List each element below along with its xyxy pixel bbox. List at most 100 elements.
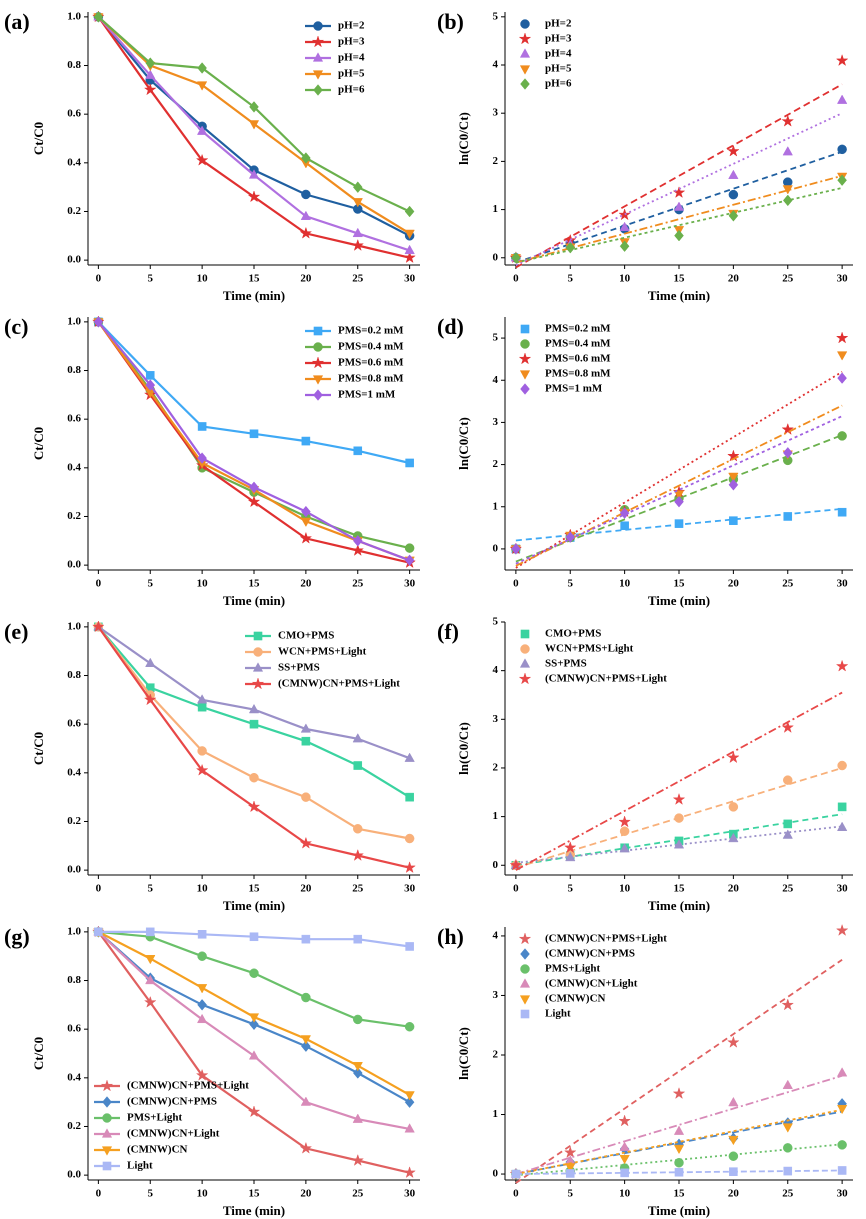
marker [404, 229, 415, 240]
marker [674, 1157, 684, 1168]
y-tick-label: 5 [493, 10, 499, 22]
y-tick-label: 3 [493, 107, 499, 119]
x-tick-label: 20 [300, 1188, 312, 1200]
legend-marker [101, 1128, 113, 1138]
marker [299, 531, 313, 544]
marker [673, 839, 685, 849]
panel-label: (g) [4, 924, 30, 949]
y-tick-label: 5 [493, 332, 499, 344]
panel-label: (e) [4, 619, 28, 644]
marker [143, 83, 157, 96]
marker [92, 620, 105, 633]
marker [835, 53, 849, 67]
marker [404, 543, 415, 553]
marker [729, 1167, 738, 1176]
y-tick-label: 2 [493, 1049, 499, 1061]
marker [301, 792, 311, 802]
legend-marker [101, 1146, 113, 1156]
legend-marker [519, 978, 531, 988]
legend-marker [312, 375, 324, 385]
y-tick-label: 2 [493, 761, 499, 773]
legend-marker [519, 995, 531, 1005]
x-axis-title: Time (min) [223, 288, 285, 303]
legend-text: pH=4 [545, 48, 572, 60]
marker [837, 144, 847, 155]
y-tick-label: 1.0 [67, 925, 81, 937]
marker [673, 1144, 685, 1155]
y-tick-label: 0.6 [67, 718, 81, 730]
marker [249, 772, 259, 783]
y-axis-title: ln(C0/Ct) [456, 1027, 471, 1080]
marker [837, 760, 847, 771]
x-tick-label: 0 [96, 578, 102, 590]
legend-marker [520, 383, 530, 395]
marker [728, 1096, 739, 1107]
marker [249, 968, 259, 978]
legend-text: pH=3 [338, 36, 365, 48]
legend-text: pH=2 [545, 18, 572, 30]
marker [301, 992, 311, 1003]
legend-text: pH=5 [338, 68, 365, 80]
marker [404, 752, 415, 762]
marker [782, 185, 793, 195]
x-tick-label: 20 [300, 883, 312, 895]
marker [835, 659, 849, 672]
marker [563, 1146, 577, 1158]
marker [197, 702, 207, 712]
marker [727, 751, 740, 764]
legend-marker [519, 48, 531, 58]
legend-marker [251, 677, 265, 690]
legend-text: PMS=0.8 mM [338, 373, 404, 385]
y-tick-label: 0 [493, 1168, 499, 1180]
marker [197, 452, 207, 464]
y-tick-label: 5 [493, 616, 499, 628]
x-tick-label: 15 [674, 273, 686, 285]
marker [672, 792, 686, 805]
marker [674, 229, 684, 242]
y-axis-title: Ct/C0 [31, 427, 46, 460]
marker [404, 1021, 415, 1032]
x-tick-label: 15 [249, 273, 261, 285]
legend-marker [520, 1009, 530, 1019]
y-tick-label: 0.2 [67, 510, 81, 522]
marker [619, 240, 630, 252]
y-tick-label: 2 [493, 155, 499, 167]
x-tick-label: 15 [249, 578, 261, 590]
x-tick-label: 5 [568, 578, 574, 590]
legend-text: (CMNW)CN+PMS+Light [127, 1080, 249, 1092]
x-tick-label: 5 [568, 1188, 574, 1200]
legend-marker [313, 21, 323, 31]
marker [781, 422, 795, 435]
marker [197, 422, 207, 431]
marker [509, 858, 523, 871]
y-tick-label: 0.0 [67, 864, 81, 876]
marker [727, 144, 740, 157]
x-tick-label: 30 [837, 273, 849, 285]
marker [619, 221, 630, 232]
x-tick-label: 20 [728, 273, 740, 285]
x-tick-label: 10 [197, 883, 209, 895]
legend-text: PMS+Light [545, 963, 600, 975]
marker [247, 1105, 261, 1118]
legend-marker [518, 352, 532, 365]
marker [620, 1168, 629, 1178]
marker [836, 94, 848, 104]
x-axis-title: Time (min) [223, 1203, 285, 1218]
legend-marker [520, 964, 530, 974]
legend-marker [102, 1096, 112, 1108]
y-axis-title: ln(C0/Ct) [456, 722, 471, 775]
marker [299, 836, 313, 849]
marker [300, 723, 312, 733]
marker [404, 244, 415, 255]
marker [729, 516, 738, 525]
marker [196, 1013, 208, 1024]
legend-marker [520, 78, 530, 90]
y-tick-label: 0.4 [67, 461, 81, 473]
y-axis-title: ln(C0/Ct) [456, 112, 471, 165]
marker [837, 372, 847, 384]
x-axis-title: Time (min) [648, 1203, 710, 1218]
legend-text: (CMNW)CN+PMS [545, 948, 635, 960]
marker [727, 1035, 740, 1048]
marker [403, 861, 416, 874]
marker [728, 472, 739, 483]
